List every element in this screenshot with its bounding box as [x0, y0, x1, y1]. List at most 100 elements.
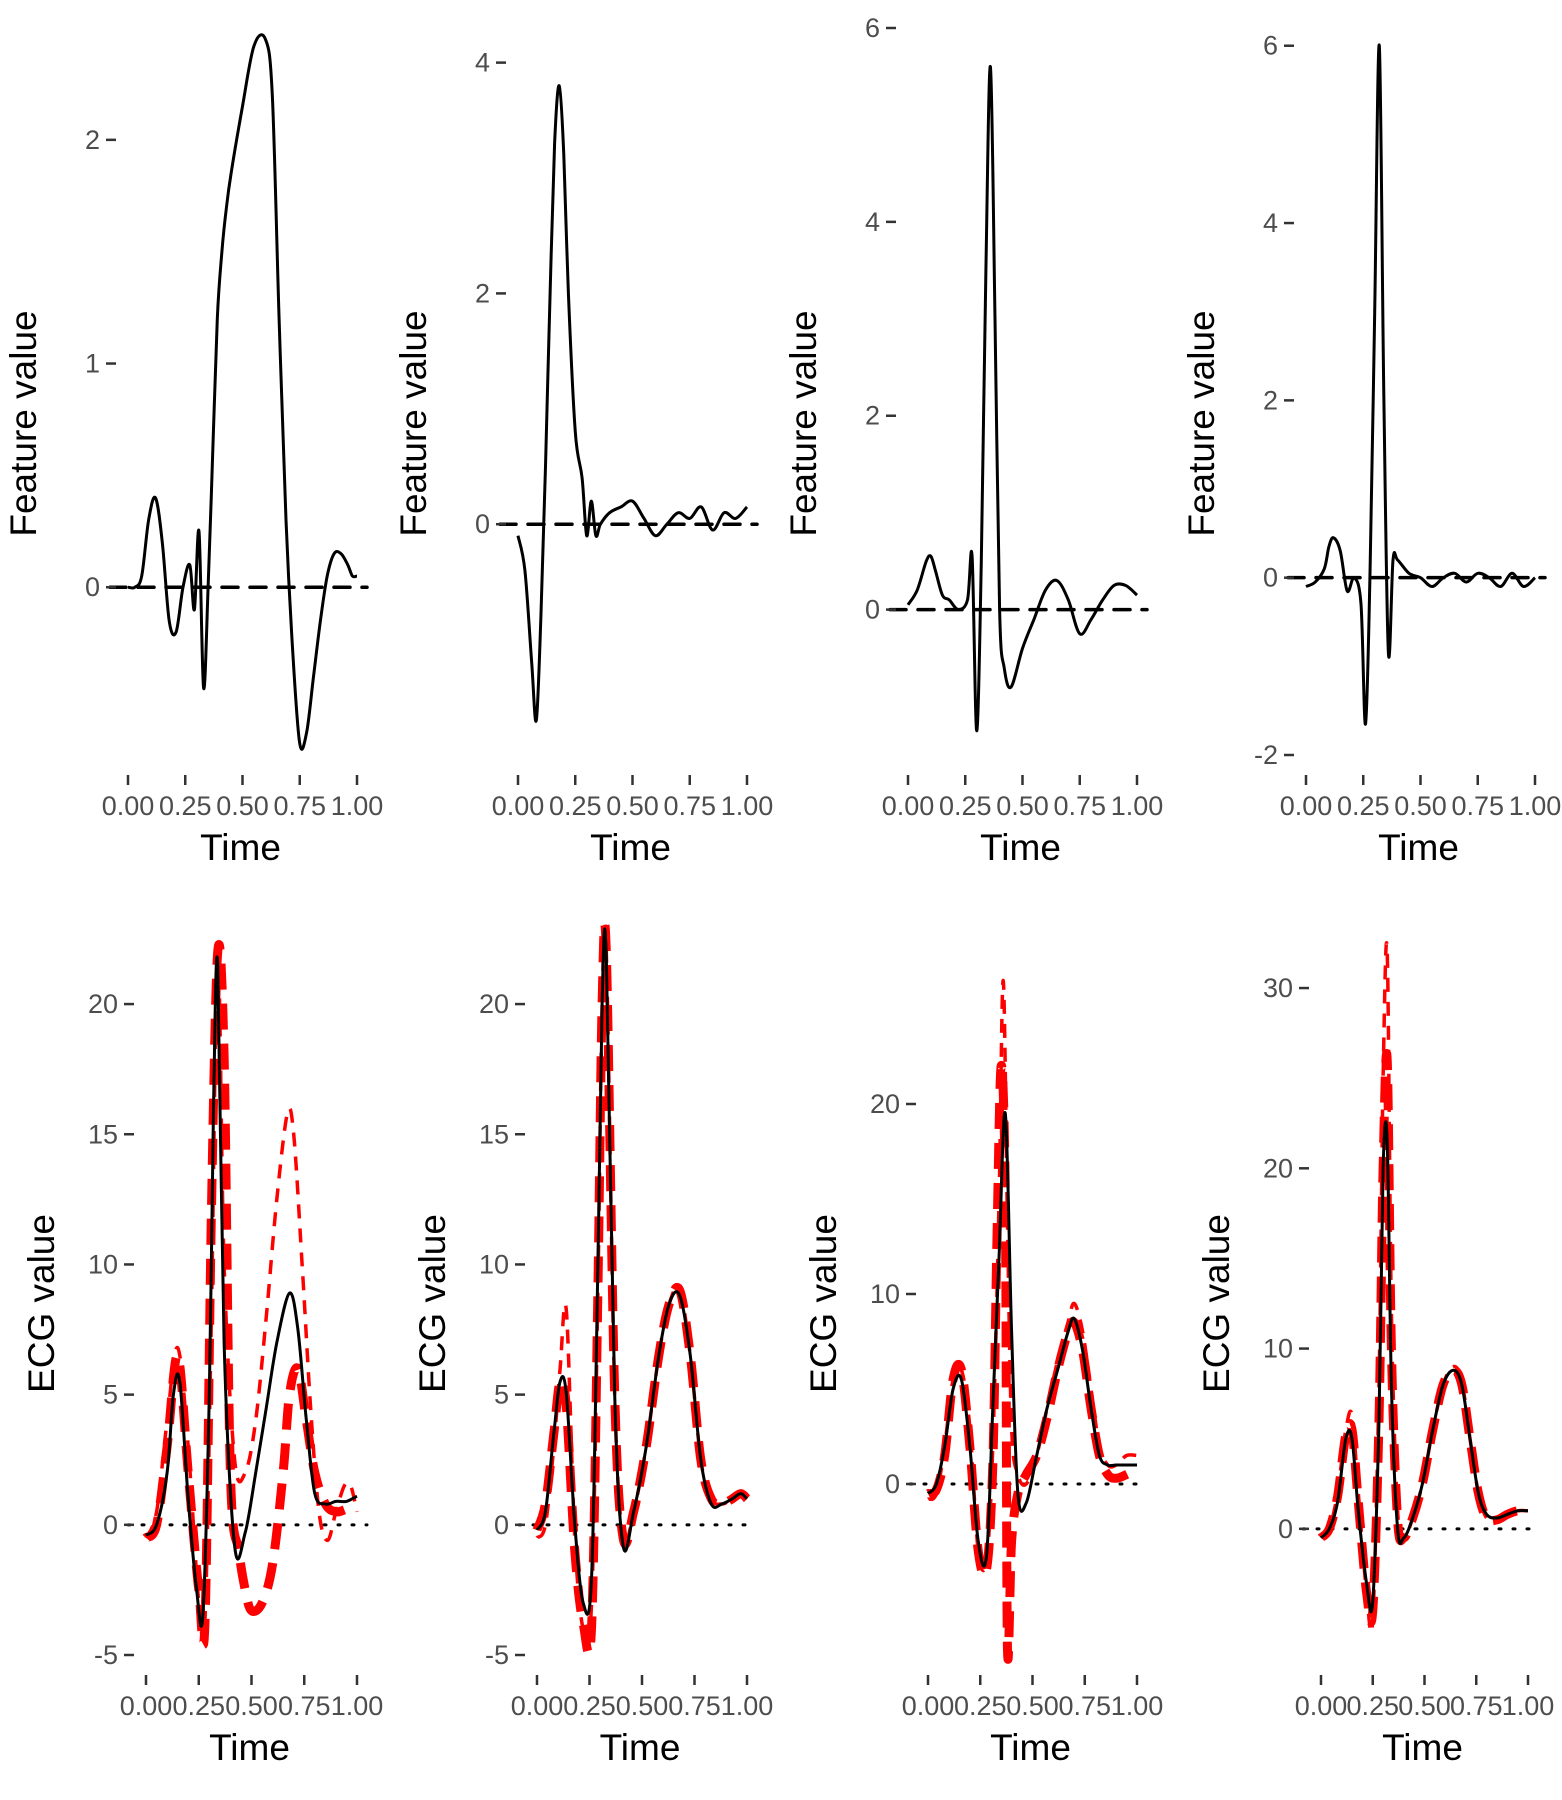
- x-tick-label: 0.25: [1337, 791, 1390, 821]
- y-tick-label: 4: [865, 207, 880, 237]
- y-tick-label: 15: [479, 1119, 509, 1149]
- y-tick-label: 1: [85, 349, 100, 379]
- x-axis-title: Time: [209, 1727, 290, 1768]
- x-tick-label: 1.00: [1111, 791, 1164, 821]
- x-tick-label: 0.25: [939, 791, 992, 821]
- x-axis-title: Time: [1382, 1727, 1463, 1768]
- y-tick-label: 20: [870, 1089, 900, 1119]
- x-tick-label: 1.00: [1111, 1691, 1164, 1721]
- y-tick-label: 0: [103, 1510, 118, 1540]
- series-line-solid: [127, 33, 358, 751]
- x-tick-label: 0.75: [1450, 1691, 1503, 1721]
- y-tick-label: 30: [1263, 973, 1293, 1003]
- y-axis-title: ECG value: [21, 1214, 62, 1393]
- x-tick-label: 0.50: [996, 791, 1049, 821]
- x-tick-label: 0.50: [1398, 1691, 1451, 1721]
- x-tick-label: 0.00: [882, 791, 935, 821]
- y-tick-label: 20: [479, 989, 509, 1019]
- y-tick-label: 2: [475, 278, 490, 308]
- series-line-dashed-thick: [532, 919, 751, 1658]
- y-tick-label: 0: [865, 595, 880, 625]
- x-tick-label: 0.75: [663, 791, 716, 821]
- x-tick-label: 0.75: [278, 1691, 331, 1721]
- series-line-solid: [1319, 1120, 1529, 1614]
- y-tick-label: -5: [485, 1640, 509, 1670]
- y-tick-label: -5: [94, 1640, 118, 1670]
- x-axis-title: Time: [590, 827, 671, 868]
- series-line-dashed-thick: [1317, 1049, 1529, 1627]
- series-line-solid: [1305, 43, 1537, 726]
- x-tick-label: 0.25: [549, 791, 602, 821]
- x-tick-label: 0.00: [1280, 791, 1333, 821]
- x-tick-label: 0.75: [1451, 791, 1504, 821]
- x-tick-label: 0.75: [1058, 1691, 1111, 1721]
- y-axis-title: ECG value: [1196, 1214, 1237, 1393]
- y-tick-label: 20: [1263, 1153, 1293, 1183]
- x-axis-title: Time: [600, 1727, 681, 1768]
- chart-panel-ecg-1: 0.00 0.25 0.50 0.75 1.00 -5 0 5 10 15 20 Time ECG va…: [21, 940, 384, 1768]
- x-tick-label: 0.25: [954, 1691, 1007, 1721]
- x-tick-label: 0.25: [172, 1691, 225, 1721]
- y-tick-label: 0: [1278, 1514, 1293, 1544]
- x-tick-label: 0.25: [159, 791, 212, 821]
- x-tick-label: 0.00: [1295, 1691, 1348, 1721]
- y-axis-title: Feature value: [783, 310, 824, 536]
- x-tick-label: 0.75: [273, 791, 326, 821]
- series-line-dashed-thick: [926, 1060, 1140, 1664]
- x-axis-title: Time: [200, 827, 281, 868]
- x-tick-label: 1.00: [1502, 1691, 1555, 1721]
- y-tick-label: 5: [103, 1380, 118, 1410]
- x-tick-label: 1.00: [331, 791, 384, 821]
- x-tick-label: 1.00: [331, 1691, 384, 1721]
- chart-panel-feature-3: 0.00 0.25 0.50 0.75 1.00 0 2 4 6 Time Feature valu…: [783, 13, 1163, 868]
- series-line-dashed-thick: [142, 940, 359, 1650]
- x-axis-title: Time: [990, 1727, 1071, 1768]
- x-tick-label: 0.25: [563, 1691, 616, 1721]
- x-tick-label: 0.00: [120, 1691, 173, 1721]
- y-tick-label: 10: [479, 1249, 509, 1279]
- x-tick-label: 0.50: [1394, 791, 1447, 821]
- x-axis-title: Time: [980, 827, 1061, 868]
- y-tick-label: 10: [1263, 1334, 1293, 1364]
- chart-panel-feature-2: 0.00 0.25 0.50 0.75 1.00 0 2 4 Time Feature value: [393, 48, 773, 868]
- y-axis-title: ECG value: [803, 1214, 844, 1393]
- series-line-solid: [535, 927, 749, 1616]
- y-tick-label: 5: [494, 1380, 509, 1410]
- y-tick-label: 0: [475, 509, 490, 539]
- x-tick-label: 0.00: [102, 791, 155, 821]
- x-tick-label: 0.75: [1053, 791, 1106, 821]
- x-tick-label: 0.00: [902, 1691, 955, 1721]
- y-tick-label: -2: [1254, 740, 1278, 770]
- series-line-solid: [926, 1111, 1137, 1568]
- x-tick-label: 1.00: [1509, 791, 1562, 821]
- chart-panel-feature-1: 0.00 0.25 0.50 0.75 1.00 0 1 2 Time Feature value: [3, 33, 384, 868]
- y-tick-label: 0: [885, 1469, 900, 1499]
- x-tick-label: 0.00: [511, 1691, 564, 1721]
- x-tick-label: 1.00: [721, 1691, 774, 1721]
- y-tick-label: 6: [865, 13, 880, 43]
- series-line-dashed-thin: [144, 950, 359, 1642]
- x-tick-label: 0.50: [225, 1691, 278, 1721]
- x-tick-label: 0.50: [616, 1691, 669, 1721]
- y-tick-label: 4: [1263, 208, 1278, 238]
- y-tick-label: 10: [88, 1249, 118, 1279]
- series-line-dashed-thin: [1319, 941, 1529, 1635]
- series-line-solid: [144, 955, 358, 1628]
- y-tick-label: 0: [1263, 563, 1278, 593]
- y-tick-label: 0: [85, 572, 100, 602]
- series-line-solid: [906, 65, 1139, 733]
- y-axis-title: Feature value: [1181, 310, 1222, 536]
- chart-panel-ecg-3: 0.00 0.25 0.50 0.75 1.00 0 10 20 Time ECG value: [803, 978, 1164, 1768]
- chart-panel-feature-4: 0.00 0.25 0.50 0.75 1.00 -2 0 2 4 6 Time Feature va…: [1181, 31, 1561, 868]
- y-axis-title: Feature value: [393, 310, 434, 536]
- y-tick-label: 0: [494, 1510, 509, 1540]
- y-tick-label: 20: [88, 989, 118, 1019]
- y-tick-label: 2: [85, 125, 100, 155]
- y-tick-label: 10: [870, 1279, 900, 1309]
- y-tick-label: 6: [1263, 31, 1278, 61]
- x-tick-label: 0.25: [1346, 1691, 1399, 1721]
- series-line-dashed-thin: [535, 922, 749, 1643]
- y-tick-label: 4: [475, 48, 490, 78]
- chart-panel-ecg-4: 0.00 0.25 0.50 0.75 1.00 0 10 20 30 Time ECG value: [1196, 941, 1555, 1768]
